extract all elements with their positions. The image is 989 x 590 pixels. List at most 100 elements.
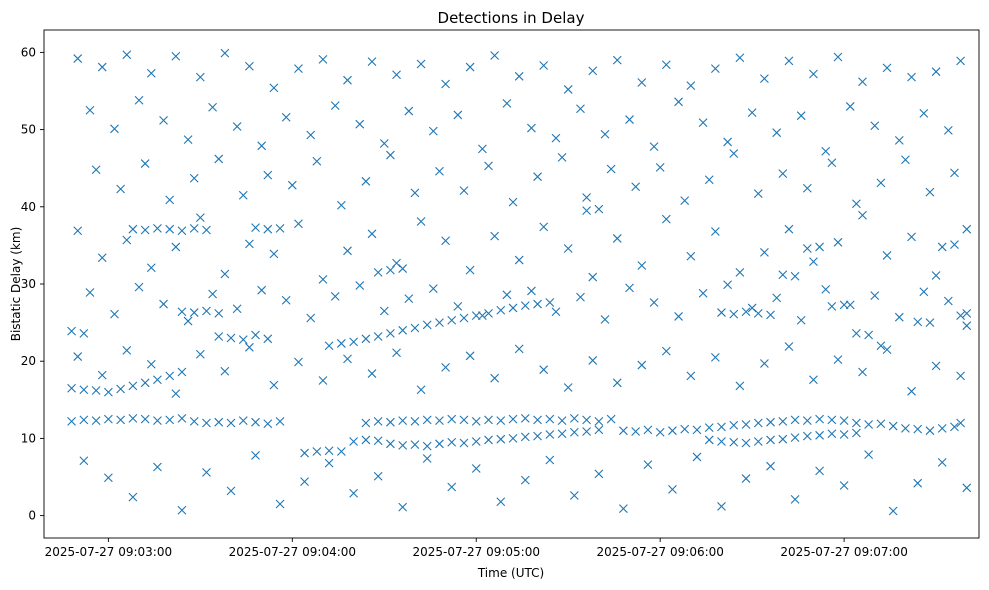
- data-point-marker: [858, 77, 867, 87]
- data-point-marker: [122, 235, 132, 245]
- data-point-marker: [753, 437, 763, 446]
- data-point-marker: [165, 224, 175, 234]
- data-point-marker: [435, 318, 444, 327]
- data-point-marker: [790, 415, 800, 425]
- data-point-marker: [870, 121, 880, 131]
- data-point-marker: [177, 226, 187, 236]
- data-point-marker: [508, 434, 518, 443]
- data-point-marker: [901, 423, 910, 433]
- data-point-marker: [361, 418, 371, 428]
- data-point-marker: [882, 251, 892, 260]
- data-point-marker: [392, 348, 401, 358]
- data-point-marker: [833, 355, 843, 365]
- data-point-marker: [612, 55, 622, 65]
- data-point-marker: [821, 146, 831, 156]
- x-tick-label: 2025-07-27 09:07:00: [780, 545, 907, 559]
- data-point-marker: [245, 239, 254, 249]
- data-point-marker: [894, 312, 904, 322]
- data-point-marker: [422, 415, 432, 425]
- data-point-marker: [655, 163, 665, 172]
- data-point-marker: [925, 187, 935, 197]
- data-point-marker: [263, 170, 273, 180]
- data-point-marker: [766, 417, 775, 427]
- data-point-marker: [140, 414, 150, 424]
- data-point-marker: [410, 188, 420, 198]
- data-point-marker: [931, 67, 941, 77]
- data-point-marker: [379, 139, 389, 148]
- data-point-marker: [220, 269, 230, 279]
- data-point-marker: [477, 144, 487, 154]
- y-tick-label: 10: [21, 431, 36, 445]
- data-point-marker: [631, 182, 641, 192]
- data-point-marker: [195, 213, 205, 222]
- x-tick-label: 2025-07-27 09:06:00: [596, 545, 723, 559]
- data-point-marker: [527, 286, 536, 296]
- data-point-marker: [710, 64, 720, 73]
- data-point-marker: [453, 302, 463, 311]
- data-point-marker: [281, 295, 291, 305]
- data-point-marker: [753, 418, 763, 428]
- data-point-marker: [116, 415, 126, 425]
- data-point-marker: [520, 301, 530, 311]
- data-point-marker: [625, 283, 634, 293]
- data-point-marker: [496, 305, 506, 315]
- data-point-marker: [232, 122, 242, 131]
- data-point-marker: [183, 135, 193, 145]
- data-point-marker: [128, 492, 138, 502]
- data-point-marker: [386, 439, 395, 449]
- y-tick-label: 50: [21, 123, 36, 137]
- data-point-marker: [925, 318, 935, 327]
- data-point-marker: [159, 115, 168, 125]
- x-tick-label: 2025-07-27 09:05:00: [413, 545, 540, 559]
- data-point-marker: [527, 123, 536, 133]
- data-point-marker: [269, 83, 279, 93]
- data-point-marker: [189, 308, 199, 317]
- y-tick-label: 0: [28, 509, 36, 523]
- data-point-marker: [729, 309, 739, 319]
- data-point-marker: [398, 416, 408, 426]
- data-point-marker: [202, 418, 211, 428]
- data-point-marker: [343, 246, 352, 256]
- data-point-marker: [110, 309, 119, 319]
- data-point-marker: [943, 125, 953, 135]
- data-point-marker: [514, 255, 524, 265]
- data-point-marker: [153, 375, 162, 385]
- data-point-marker: [692, 452, 702, 462]
- data-point-marker: [336, 447, 346, 456]
- data-point-marker: [851, 199, 861, 209]
- data-point-marker: [422, 320, 432, 330]
- data-point-marker: [809, 375, 818, 385]
- data-point-marker: [612, 234, 622, 243]
- data-point-marker: [802, 416, 812, 426]
- data-point-marker: [324, 446, 334, 456]
- data-point-marker: [490, 373, 500, 383]
- data-point-marker: [287, 180, 297, 190]
- y-tick-label: 20: [21, 354, 36, 368]
- data-point-marker: [165, 195, 175, 205]
- data-point-marker: [888, 506, 898, 516]
- data-point-marker: [116, 384, 126, 394]
- data-point-marker: [784, 342, 794, 351]
- data-point-marker: [67, 383, 76, 393]
- data-point-marker: [833, 52, 843, 62]
- data-point-marker: [140, 378, 150, 388]
- data-point-marker: [931, 271, 941, 280]
- data-point-marker: [668, 484, 677, 494]
- x-tick-label: 2025-07-27 09:04:00: [229, 545, 356, 559]
- data-point-marker: [422, 441, 432, 451]
- data-point-marker: [91, 165, 101, 175]
- data-point-marker: [404, 294, 414, 304]
- data-point-marker: [919, 287, 929, 297]
- data-point-marker: [539, 222, 549, 232]
- data-point-marker: [386, 150, 395, 160]
- data-point-marker: [723, 280, 733, 290]
- data-point-marker: [447, 437, 457, 447]
- data-point-marker: [85, 105, 95, 115]
- data-point-marker: [502, 290, 512, 300]
- data-point-marker: [251, 223, 260, 233]
- data-point-marker: [416, 217, 426, 226]
- data-point-marker: [140, 225, 150, 235]
- data-point-marker: [275, 224, 285, 233]
- data-point-marker: [134, 282, 144, 292]
- data-point-marker: [97, 370, 107, 380]
